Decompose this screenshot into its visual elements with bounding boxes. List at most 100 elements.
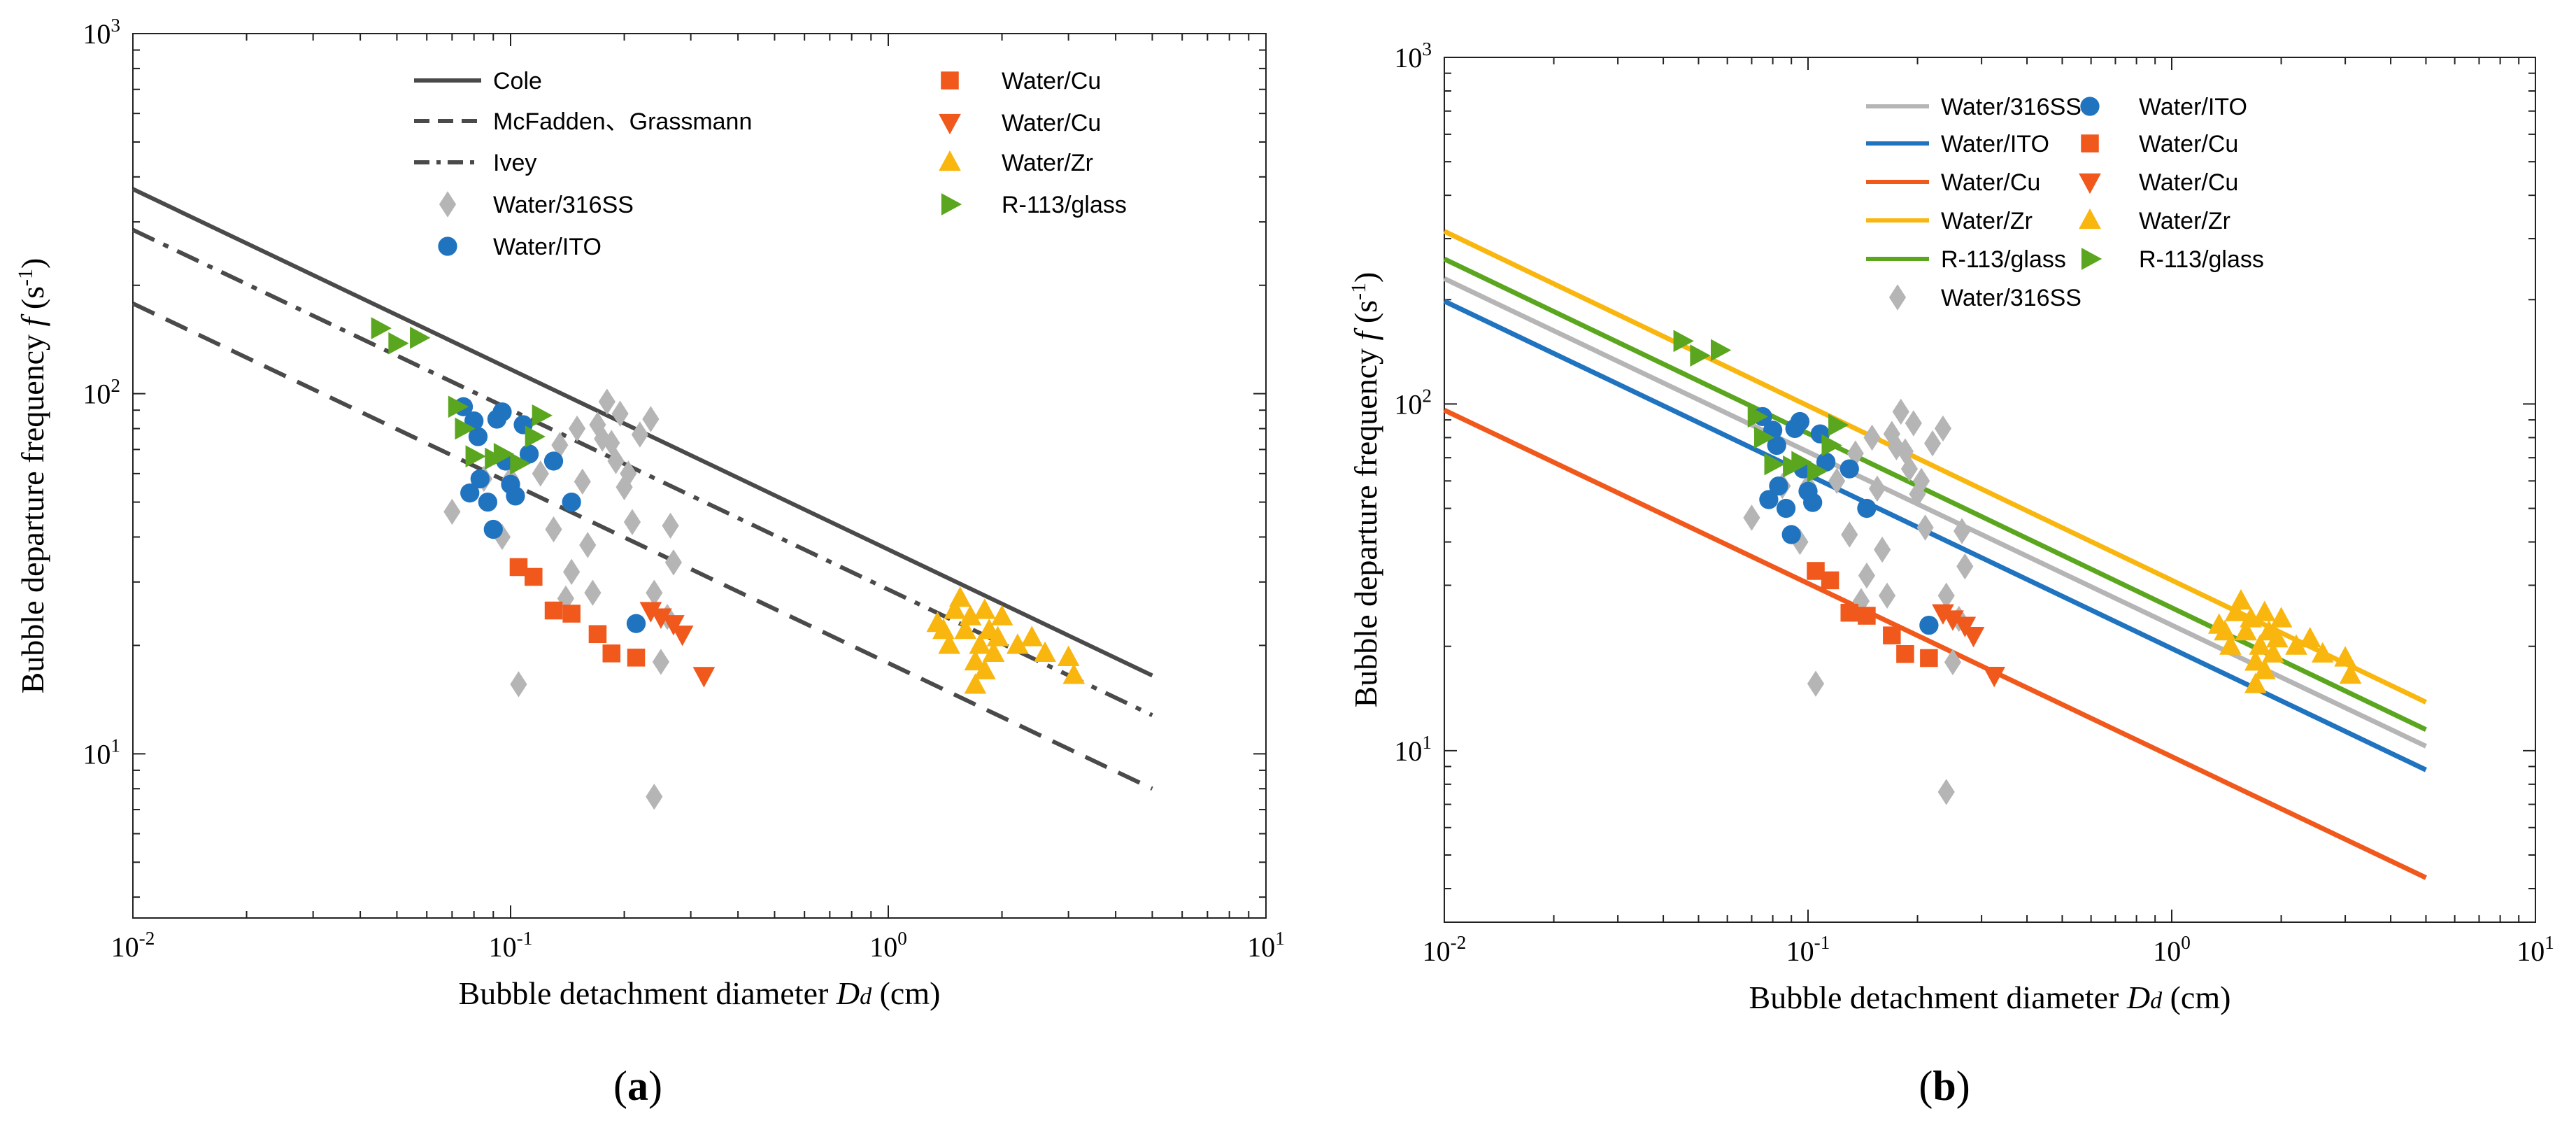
data-point-circle: [562, 492, 581, 512]
panel-label: (b): [1919, 1063, 1970, 1109]
legend-label: Water/Zr: [2139, 208, 2230, 234]
data-point-diamond: [1944, 649, 1962, 676]
data-point-triangle-right: [1807, 460, 1828, 483]
legend-label: Water/ITO: [2139, 94, 2247, 120]
data-point-triangle-up: [964, 649, 987, 671]
data-point-circle: [1790, 411, 1810, 432]
data-point-triangle-right: [1690, 344, 1711, 367]
data-point-diamond: [631, 421, 649, 448]
data-point-triangle-down: [1962, 627, 1985, 648]
data-point-diamond: [652, 649, 669, 675]
data-point-diamond: [545, 516, 562, 543]
data-point-circle: [1769, 476, 1788, 496]
data-point-diamond: [1807, 670, 1825, 697]
y-axis-label: Bubble departure frequency f (s-1): [14, 258, 50, 694]
data-point-circle: [1759, 490, 1779, 509]
data-point-diamond: [1937, 582, 1955, 609]
data-point-diamond: [557, 585, 575, 612]
data-point-diamond: [1934, 415, 1952, 442]
legend-marker: [2079, 173, 2101, 195]
data-point-circle: [492, 402, 512, 422]
data-point-circle: [1857, 498, 1877, 518]
legend-marker: [438, 236, 457, 256]
legend-marker: [2079, 208, 2101, 229]
legend-label: Water/Zr: [1941, 208, 2033, 234]
legend-label: Water/316SS: [1941, 285, 2082, 311]
legend-marker: [941, 193, 962, 216]
data-point-diamond: [1892, 398, 1909, 425]
data-point-square: [602, 644, 621, 663]
data-point-triangle-right: [493, 443, 515, 465]
data-point-circle: [1767, 435, 1786, 455]
data-point-triangle-up: [2265, 627, 2289, 648]
data-point-diamond: [1846, 440, 1864, 467]
data-point-circle: [1840, 459, 1859, 479]
data-point-triangle-up: [974, 658, 996, 679]
data-point-diamond: [443, 498, 461, 525]
plot-area: [132, 33, 1267, 919]
legend-label: Water/Cu: [2139, 131, 2238, 157]
data-point-diamond: [1913, 467, 1930, 495]
data-point-diamond: [603, 430, 620, 456]
x-axis-label: Bubble detachment diameter Dd (cm): [1749, 980, 2231, 1015]
legend-label: Water/316SS: [1941, 94, 2082, 120]
legend-marker: [2081, 134, 2099, 153]
data-point-circle: [1776, 498, 1796, 518]
data-point-triangle-up: [954, 618, 977, 640]
data-point-circle: [470, 469, 490, 489]
correlation-line-mcfadden-grassmann: [131, 302, 1153, 791]
data-point-triangle-right: [1764, 453, 1785, 476]
legend-marker: [939, 113, 961, 135]
legend-label: Water/Cu: [1002, 68, 1101, 94]
legend-label: Water/316SS: [493, 192, 634, 218]
data-point-diamond: [1858, 562, 1876, 589]
data-point-diamond: [1956, 553, 1974, 580]
data-point-circle: [1816, 452, 1836, 472]
data-point-triangle-up: [1020, 626, 1044, 647]
data-point-square: [1840, 603, 1859, 622]
x-tick-label: 10-1: [1786, 932, 1830, 967]
data-point-diamond: [646, 579, 663, 606]
legend-marker: [439, 191, 457, 218]
data-point-triangle-down: [662, 615, 685, 636]
data-point-triangle-up: [944, 598, 966, 619]
panel-label: (a): [613, 1063, 662, 1109]
data-point-diamond: [493, 523, 511, 551]
legend-label: McFadden、Grassmann: [493, 108, 752, 135]
data-point-diamond: [1916, 514, 1934, 541]
x-tick-label: 101: [1247, 928, 1285, 963]
data-point-triangle-right: [1753, 426, 1775, 449]
data-markers: [371, 317, 1086, 810]
data-point-triangle-up: [2339, 663, 2362, 684]
data-point-circle: [519, 444, 539, 464]
data-point-triangle-down: [639, 602, 662, 623]
data-point-diamond: [1828, 467, 1846, 495]
data-point-diamond: [620, 460, 637, 487]
legend-label: R-113/glass: [1002, 192, 1127, 218]
y-tick-label: 103: [1394, 38, 1432, 73]
data-point-triangle-up: [2249, 634, 2272, 655]
data-point-diamond: [568, 415, 586, 442]
data-point-triangle-up: [2219, 634, 2242, 655]
data-point-triangle-down: [671, 626, 694, 647]
data-point-triangle-up: [2285, 634, 2307, 655]
data-point-circle: [506, 486, 525, 506]
data-point-diamond: [1743, 504, 1760, 531]
data-point-triangle-up: [2270, 607, 2293, 628]
legend-label: R-113/glass: [1941, 246, 2066, 273]
legend-label: R-113/glass: [2139, 246, 2264, 273]
data-point-square: [1896, 644, 1914, 663]
data-point-diamond: [1937, 779, 1955, 805]
data-point-diamond: [623, 509, 641, 535]
data-point-diamond: [1878, 582, 1896, 609]
data-point-diamond: [1863, 424, 1881, 451]
data-point-diamond: [589, 411, 606, 438]
data-point-diamond: [611, 400, 629, 427]
data-point-diamond: [532, 460, 549, 487]
x-axis-label: Bubble detachment diameter Dd (cm): [459, 975, 941, 1011]
data-point-square: [1858, 607, 1876, 625]
data-point-triangle-right: [448, 395, 469, 418]
data-point-diamond: [579, 532, 597, 558]
data-point-triangle-up: [964, 673, 987, 694]
